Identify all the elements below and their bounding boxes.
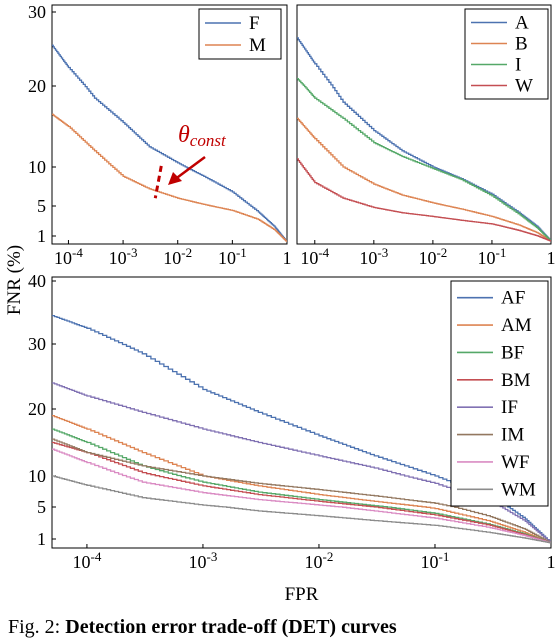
y-tick-label: 1: [37, 529, 46, 549]
series-line-B: [297, 117, 551, 242]
legend-label-AM: AM: [501, 315, 532, 336]
figure-caption: Fig. 2: Detection error trade-off (DET) …: [8, 616, 397, 639]
series-line-WM: [52, 475, 551, 544]
y-tick-label: 20: [28, 76, 46, 96]
series-line-W: [297, 158, 551, 242]
legend-label-AF: AF: [501, 288, 525, 309]
x-tick-label: 10-4: [300, 245, 329, 268]
x-axis-title: FPR: [285, 584, 319, 605]
y-tick-label: 20: [28, 399, 46, 419]
x-tick-label: 10-3: [189, 549, 218, 572]
x-tick-label: 1: [283, 248, 292, 268]
plot-frame: [296, 4, 552, 245]
plot-frame: [51, 4, 288, 245]
series-line-BM: [52, 441, 551, 544]
x-tick-label: 10-2: [163, 245, 192, 268]
series-line-IF: [52, 382, 551, 543]
legend: AF AM BF BM IF IM WF WM: [450, 280, 549, 507]
y-tick-label: 40: [28, 271, 46, 291]
legend-label-F: F: [249, 13, 260, 34]
y-tick-label: 5: [37, 497, 46, 517]
legend-label-WM: WM: [501, 479, 536, 500]
y-tick-label: 10: [28, 157, 46, 177]
x-tick-label: 10-2: [305, 549, 334, 572]
legend-label-IM: IM: [501, 425, 524, 446]
series-line-A: [297, 37, 551, 242]
series-line-M: [52, 113, 287, 242]
plot-frame: [51, 276, 552, 549]
legend: FM: [198, 8, 282, 60]
x-tick-label: 10-1: [218, 245, 247, 268]
legend-box: [198, 8, 282, 60]
legend-label-BM: BM: [501, 370, 531, 391]
legend-label-BF: BF: [501, 342, 524, 363]
annotation-arrow-line: [173, 155, 206, 182]
legend-label-A: A: [515, 13, 529, 34]
series-line-F: [52, 44, 287, 242]
x-tick-label: 10-1: [478, 245, 507, 268]
caption-prefix: Fig. 2:: [8, 616, 66, 638]
caption-bold-text: Detection error trade-off (DET) curves: [65, 616, 397, 638]
series-line-AM: [52, 415, 551, 543]
y-tick-label: 10: [28, 466, 46, 486]
x-tick-label: 10-3: [359, 245, 388, 268]
x-tick-label: 10-4: [73, 549, 102, 572]
x-tick-label: 10-3: [109, 245, 138, 268]
legend-label-M: M: [249, 35, 266, 56]
threshold-dashed-line: [153, 165, 163, 199]
x-tick-label: 1: [547, 248, 556, 268]
legend-box: [464, 8, 549, 100]
y-axis-title: FNR (%): [4, 245, 25, 315]
legend-label-WF: WF: [501, 452, 530, 473]
legend-label-I: I: [515, 55, 521, 76]
y-tick-label: 30: [28, 334, 46, 354]
legend-box: [450, 280, 549, 507]
x-tick-label: 1: [547, 552, 556, 572]
y-tick-label: 1: [37, 226, 46, 246]
series-line-IM: [52, 438, 551, 543]
x-tick-label: 10-2: [418, 245, 447, 268]
x-tick-label: 10-1: [421, 549, 450, 572]
x-tick-label: 10-4: [54, 245, 83, 268]
threshold-annotation-label: θconst: [178, 122, 227, 150]
y-tick-label: 5: [37, 196, 46, 216]
legend-label-W: W: [515, 76, 533, 97]
legend-label-B: B: [515, 34, 528, 55]
y-tick-label: 30: [28, 2, 46, 22]
annotation-arrow-head: [168, 172, 182, 185]
series-line-WF: [52, 448, 551, 544]
chart-panel-3: 10-4 10-3 10-2 10-1 1 1 5 10 20 30 40 AF AM BF BM IF IM W…: [28, 271, 556, 605]
series-line-I: [297, 77, 551, 242]
legend-label-IF: IF: [501, 397, 518, 418]
